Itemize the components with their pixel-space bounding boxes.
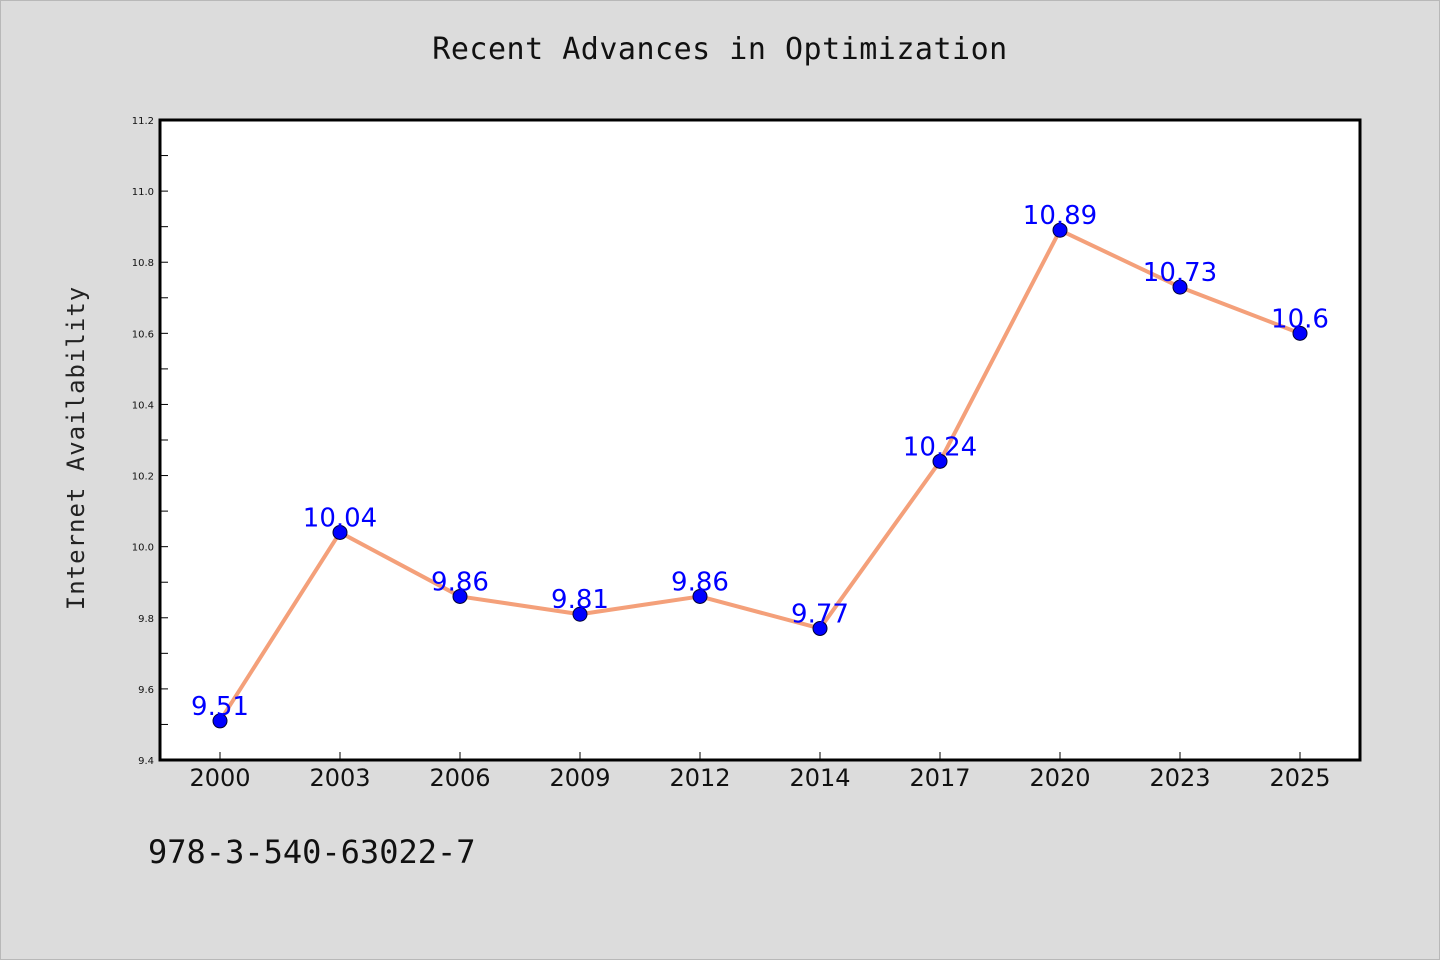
x-tick-label: 2023 [1149, 764, 1210, 792]
y-tick-label: 10.0 [132, 543, 154, 554]
y-tick-label: 11.0 [132, 187, 154, 198]
x-tick-label: 2014 [789, 764, 850, 792]
x-tick-label: 2012 [669, 764, 730, 792]
y-tick-label: 10.8 [132, 258, 154, 269]
data-label: 9.81 [551, 585, 609, 615]
x-tick-label: 2009 [549, 764, 610, 792]
data-label: 10.04 [303, 503, 377, 533]
data-point [452, 588, 468, 604]
x-tick-label: 2006 [429, 764, 490, 792]
data-point [1172, 279, 1188, 295]
series-line [218, 228, 1302, 723]
x-tick-label: 2020 [1029, 764, 1090, 792]
y-tick-label: 10.2 [132, 472, 154, 483]
data-label: 9.86 [431, 567, 489, 597]
data-label: 10.89 [1023, 201, 1097, 231]
data-point [932, 453, 948, 469]
data-label: 9.86 [671, 567, 729, 597]
data-label: 9.51 [191, 692, 249, 722]
y-tick-label: 9.4 [138, 756, 154, 767]
x-tick-label: 2017 [909, 764, 970, 792]
data-point [812, 620, 828, 636]
x-tick-label: 2003 [309, 764, 370, 792]
data-point [332, 524, 348, 540]
data-point [212, 713, 228, 729]
data-label: 10.73 [1143, 258, 1217, 288]
data-point [572, 606, 588, 622]
plot-area [160, 120, 1360, 760]
data-label: 10.6 [1271, 304, 1329, 334]
y-tick-label: 11.2 [132, 116, 154, 127]
data-point [692, 588, 708, 604]
data-point [1052, 222, 1068, 238]
data-point [1292, 325, 1308, 341]
x-tick-label: 2025 [1269, 764, 1330, 792]
y-tick-label: 10.4 [132, 400, 154, 411]
y-tick-label: 9.8 [138, 614, 154, 625]
chart-marks: 9.4 9.6 9.8 10.0 10.2 10.4 10.6 10.8 11.0 11.2 200… [132, 116, 1331, 792]
data-label: 10.24 [903, 432, 977, 462]
data-label: 9.77 [791, 599, 849, 629]
y-tick-label: 9.6 [138, 685, 154, 696]
y-tick-label: 10.6 [132, 329, 154, 340]
chart-title: Recent Advances in Optimization [432, 32, 1008, 67]
x-tick-label: 2000 [189, 764, 250, 792]
isbn-text: 978-3-540-63022-7 [148, 833, 476, 871]
plot-border [158, 118, 1362, 762]
